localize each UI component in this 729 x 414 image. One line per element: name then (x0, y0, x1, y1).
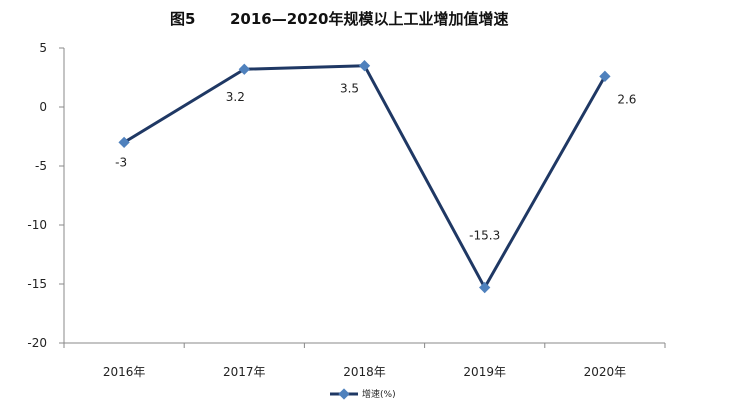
legend-label: 增速(%) (362, 388, 396, 400)
data-labels: -3 3.2 3.5 -15.3 2.6 (115, 82, 636, 243)
x-tick-label: 2017年 (223, 365, 266, 379)
y-tick-labels: 5 0 -5 -10 -15 -20 (27, 41, 47, 350)
data-label: -3 (115, 155, 127, 169)
y-tick-label: -10 (27, 218, 47, 232)
x-tick-label: 2018年 (343, 365, 386, 379)
data-label: -15.3 (469, 229, 500, 243)
figure-label: 图5 (170, 10, 195, 28)
y-tick-label: -15 (27, 277, 47, 291)
y-tick-label: -20 (27, 336, 47, 350)
y-tick-label: 5 (39, 41, 47, 55)
series-layer (118, 60, 611, 294)
data-label: 3.5 (340, 82, 359, 96)
legend-marker (338, 388, 350, 400)
x-tick-label: 2016年 (103, 365, 146, 379)
y-tick-label: -5 (35, 159, 47, 173)
x-tick-label: 2019年 (463, 365, 506, 379)
series-line (123, 64, 607, 290)
chart-title: 2016—2020年规模以上工业增加值增速 (230, 10, 509, 28)
data-point (479, 281, 491, 294)
legend: 增速(%) (330, 388, 396, 400)
y-tick-label: 0 (39, 100, 47, 114)
axes (59, 47, 666, 348)
x-tick-labels: 2016年 2017年 2018年 2019年 2020年 (103, 365, 626, 379)
data-point (358, 60, 371, 72)
data-label: 2.6 (617, 92, 636, 106)
x-tick-label: 2020年 (584, 365, 627, 379)
data-label: 3.2 (226, 90, 245, 104)
